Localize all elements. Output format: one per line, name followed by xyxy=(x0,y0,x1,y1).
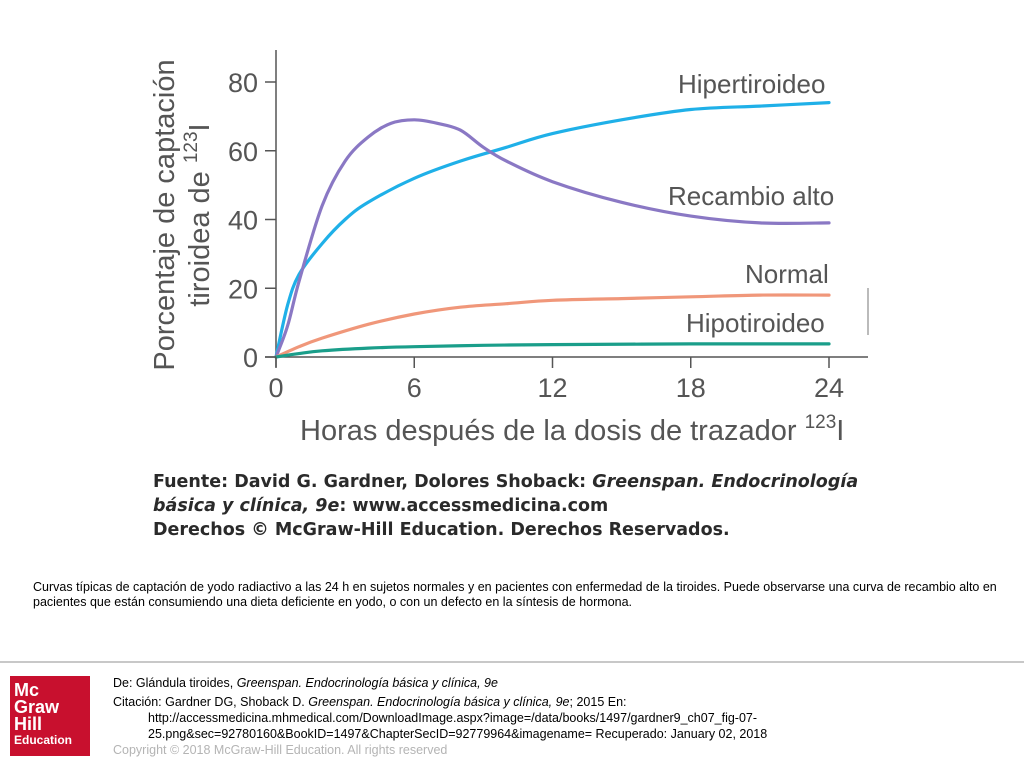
citation-ref: Citación: Gardner DG, Shoback D. Greensp… xyxy=(113,695,627,709)
citation-from: De: Glándula tiroides, Greenspan. Endocr… xyxy=(113,676,498,690)
x-axis-label-sup: 123 xyxy=(805,412,837,433)
chart-ticks: 0 20 40 60 80 0 6 12 18 24 xyxy=(228,68,844,403)
y-axis-label-line-2: tiroidea de 123I xyxy=(181,123,216,306)
mcgraw-hill-logo: Mc Graw Hill Education xyxy=(10,676,90,756)
series-line-hipotiroideo xyxy=(274,342,831,359)
y-tick-label: 20 xyxy=(228,274,258,304)
figure-caption: Curvas típicas de captación de yodo radi… xyxy=(33,580,997,609)
x-tick-label: 24 xyxy=(814,373,844,403)
series-line-normal xyxy=(274,293,831,359)
y-tick-label: 0 xyxy=(243,343,258,373)
citation-url-2[interactable]: 25.png&sec=92780160&BookID=1497&ChapterS… xyxy=(148,727,768,741)
x-tick-label: 12 xyxy=(537,373,567,403)
copyright-notice: Copyright © 2018 McGraw-Hill Education. … xyxy=(113,743,448,757)
x-axis-label: Horas después de la dosis de trazador 12… xyxy=(300,412,844,447)
citation-url-1[interactable]: http://accessmedicina.mhmedical.com/Down… xyxy=(148,711,758,725)
series-label-hipotiroideo: Hipotiroideo xyxy=(686,308,825,338)
footer-divider xyxy=(0,661,1024,663)
y-tick-label: 60 xyxy=(228,137,258,167)
chart-axes xyxy=(265,50,869,367)
y-axis-label-line-1: Porcentaje de captación xyxy=(149,59,181,370)
source-line-2: básica y clínica, 9e: www.accessmedicina… xyxy=(153,496,609,516)
y-axis-label-line-2-tail: I xyxy=(184,123,216,131)
x-tick-label: 6 xyxy=(407,373,422,403)
y-tick-label: 40 xyxy=(228,206,258,236)
uptake-chart: 0 20 40 60 80 0 6 12 18 24 Horas después de la do… xyxy=(149,50,869,447)
source-line-1: Fuente: David G. Gardner, Dolores Shobac… xyxy=(153,472,859,492)
chart-series xyxy=(274,101,831,359)
y-axis-label-line-2-main: tiroidea de xyxy=(184,163,216,307)
y-axis-label-line-2-sup: 123 xyxy=(181,131,202,163)
series-line-recambio-alto xyxy=(274,118,831,359)
x-axis-label-tail: I xyxy=(836,415,844,447)
figure-source: Fuente: David G. Gardner, Dolores Shobac… xyxy=(153,470,873,542)
y-tick-label: 80 xyxy=(228,68,258,98)
series-label-normal: Normal xyxy=(745,259,829,289)
source-line-3: Derechos © McGraw-Hill Education. Derech… xyxy=(153,520,730,540)
x-tick-label: 18 xyxy=(676,373,706,403)
x-tick-label: 0 xyxy=(268,373,283,403)
citation-block: De: Glándula tiroides, Greenspan. Endocr… xyxy=(113,675,873,758)
chart-labels: Horas después de la dosis de trazador 12… xyxy=(149,59,844,447)
x-axis-label-main: Horas después de la dosis de trazador xyxy=(300,415,805,447)
series-label-recambio-alto: Recambio alto xyxy=(668,181,834,211)
series-label-hipertiroideo: Hipertiroideo xyxy=(678,69,825,99)
